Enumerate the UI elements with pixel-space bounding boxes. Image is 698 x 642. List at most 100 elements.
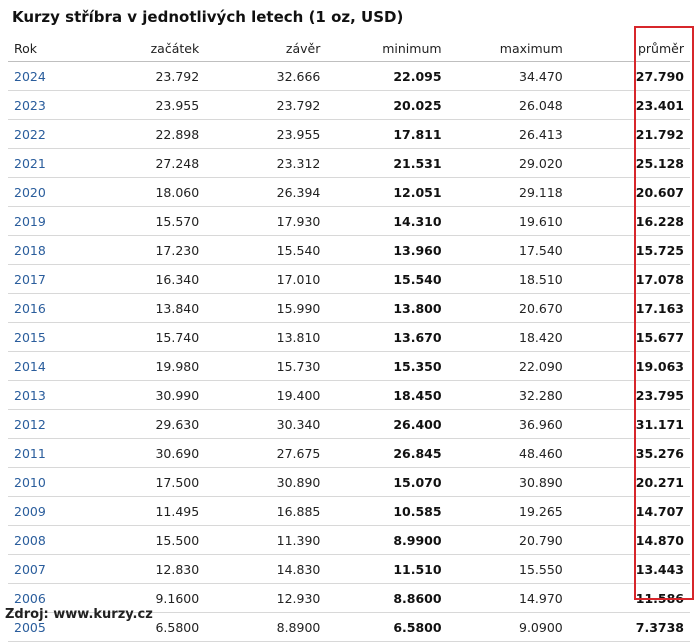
prumer-cell: 14.707 <box>568 496 690 526</box>
table-row: 2007 12.830 14.830 11.510 15.550 13.443 <box>8 554 690 584</box>
zaver-cell: 23.955 <box>205 119 327 149</box>
year-link[interactable]: 2017 <box>8 264 84 294</box>
year-link[interactable]: 2024 <box>8 61 84 91</box>
year-link[interactable]: 2011 <box>8 438 84 468</box>
zacatek-cell: 12.830 <box>84 554 206 584</box>
table-row: 2024 23.792 32.666 22.095 34.470 27.790 <box>8 61 690 91</box>
zaver-cell: 17.010 <box>205 264 327 294</box>
year-link[interactable]: 2019 <box>8 206 84 236</box>
header-prumer: průměr <box>568 36 690 62</box>
prumer-cell: 27.790 <box>568 61 690 91</box>
maximum-cell: 26.048 <box>447 90 569 120</box>
zaver-cell: 11.390 <box>205 525 327 555</box>
minimum-cell: 17.811 <box>326 119 448 149</box>
zaver-cell: 23.312 <box>205 148 327 178</box>
prumer-cell: 14.870 <box>568 525 690 555</box>
zacatek-cell: 30.690 <box>84 438 206 468</box>
minimum-cell: 26.400 <box>326 409 448 439</box>
maximum-cell: 20.790 <box>447 525 569 555</box>
maximum-cell: 36.960 <box>447 409 569 439</box>
year-link[interactable]: 2007 <box>8 554 84 584</box>
year-link[interactable]: 2021 <box>8 148 84 178</box>
table-row: 2020 18.060 26.394 12.051 29.118 20.607 <box>8 177 690 207</box>
zaver-cell: 12.930 <box>205 583 327 613</box>
year-link[interactable]: 2009 <box>8 496 84 526</box>
prumer-cell: 13.443 <box>568 554 690 584</box>
zacatek-cell: 11.495 <box>84 496 206 526</box>
table-row: 2012 29.630 30.340 26.400 36.960 31.171 <box>8 409 690 439</box>
header-zaver: závěr <box>205 36 327 62</box>
zaver-cell: 15.990 <box>205 293 327 323</box>
minimum-cell: 8.8600 <box>326 583 448 613</box>
prumer-cell: 15.725 <box>568 235 690 265</box>
zacatek-cell: 17.230 <box>84 235 206 265</box>
year-link[interactable]: 2023 <box>8 90 84 120</box>
maximum-cell: 17.540 <box>447 235 569 265</box>
table-row: 2015 15.740 13.810 13.670 18.420 15.677 <box>8 322 690 352</box>
prumer-cell: 17.163 <box>568 293 690 323</box>
year-link[interactable]: 2010 <box>8 467 84 497</box>
maximum-cell: 14.970 <box>447 583 569 613</box>
zacatek-cell: 15.500 <box>84 525 206 555</box>
zacatek-cell: 15.740 <box>84 322 206 352</box>
maximum-cell: 18.420 <box>447 322 569 352</box>
prumer-cell: 25.128 <box>568 148 690 178</box>
maximum-cell: 19.610 <box>447 206 569 236</box>
silver-rates-table: Rok začátek závěr minimum maximum průměr… <box>8 36 690 642</box>
year-link[interactable]: 2008 <box>8 525 84 555</box>
table-row: 2008 15.500 11.390 8.9900 20.790 14.870 <box>8 525 690 555</box>
year-link[interactable]: 2020 <box>8 177 84 207</box>
prumer-cell: 16.228 <box>568 206 690 236</box>
table-row: 2017 16.340 17.010 15.540 18.510 17.078 <box>8 264 690 294</box>
table-title: Kurzy stříbra v jednotlivých letech (1 o… <box>12 8 404 26</box>
year-link[interactable]: 2012 <box>8 409 84 439</box>
year-link[interactable]: 2016 <box>8 293 84 323</box>
maximum-cell: 9.0900 <box>447 612 569 642</box>
zaver-cell: 14.830 <box>205 554 327 584</box>
table-row: 2010 17.500 30.890 15.070 30.890 20.271 <box>8 467 690 497</box>
zaver-cell: 19.400 <box>205 380 327 410</box>
header-zacatek: začátek <box>84 36 206 62</box>
zacatek-cell: 22.898 <box>84 119 206 149</box>
maximum-cell: 48.460 <box>447 438 569 468</box>
zaver-cell: 13.810 <box>205 322 327 352</box>
zaver-cell: 15.540 <box>205 235 327 265</box>
minimum-cell: 14.310 <box>326 206 448 236</box>
zacatek-cell: 18.060 <box>84 177 206 207</box>
zacatek-cell: 17.500 <box>84 467 206 497</box>
table-row: 2018 17.230 15.540 13.960 17.540 15.725 <box>8 235 690 265</box>
year-link[interactable]: 2022 <box>8 119 84 149</box>
zaver-cell: 15.730 <box>205 351 327 381</box>
table-row: 2019 15.570 17.930 14.310 19.610 16.228 <box>8 206 690 236</box>
prumer-cell: 31.171 <box>568 409 690 439</box>
prumer-cell: 21.792 <box>568 119 690 149</box>
table-row: 2009 11.495 16.885 10.585 19.265 14.707 <box>8 496 690 526</box>
maximum-cell: 18.510 <box>447 264 569 294</box>
prumer-cell: 23.795 <box>568 380 690 410</box>
minimum-cell: 11.510 <box>326 554 448 584</box>
zacatek-cell: 23.792 <box>84 61 206 91</box>
zaver-cell: 30.340 <box>205 409 327 439</box>
year-link[interactable]: 2018 <box>8 235 84 265</box>
maximum-cell: 22.090 <box>447 351 569 381</box>
maximum-cell: 32.280 <box>447 380 569 410</box>
year-link[interactable]: 2013 <box>8 380 84 410</box>
zaver-cell: 23.792 <box>205 90 327 120</box>
minimum-cell: 15.350 <box>326 351 448 381</box>
minimum-cell: 15.540 <box>326 264 448 294</box>
zacatek-cell: 15.570 <box>84 206 206 236</box>
zaver-cell: 17.930 <box>205 206 327 236</box>
minimum-cell: 10.585 <box>326 496 448 526</box>
zacatek-cell: 23.955 <box>84 90 206 120</box>
prumer-cell: 20.607 <box>568 177 690 207</box>
year-link[interactable]: 2015 <box>8 322 84 352</box>
table-row: 2022 22.898 23.955 17.811 26.413 21.792 <box>8 119 690 149</box>
minimum-cell: 18.450 <box>326 380 448 410</box>
zacatek-cell: 29.630 <box>84 409 206 439</box>
minimum-cell: 15.070 <box>326 467 448 497</box>
maximum-cell: 26.413 <box>447 119 569 149</box>
year-link[interactable]: 2006 <box>8 583 84 613</box>
table-row: 2021 27.248 23.312 21.531 29.020 25.128 <box>8 148 690 178</box>
year-link[interactable]: 2014 <box>8 351 84 381</box>
zacatek-cell: 16.340 <box>84 264 206 294</box>
